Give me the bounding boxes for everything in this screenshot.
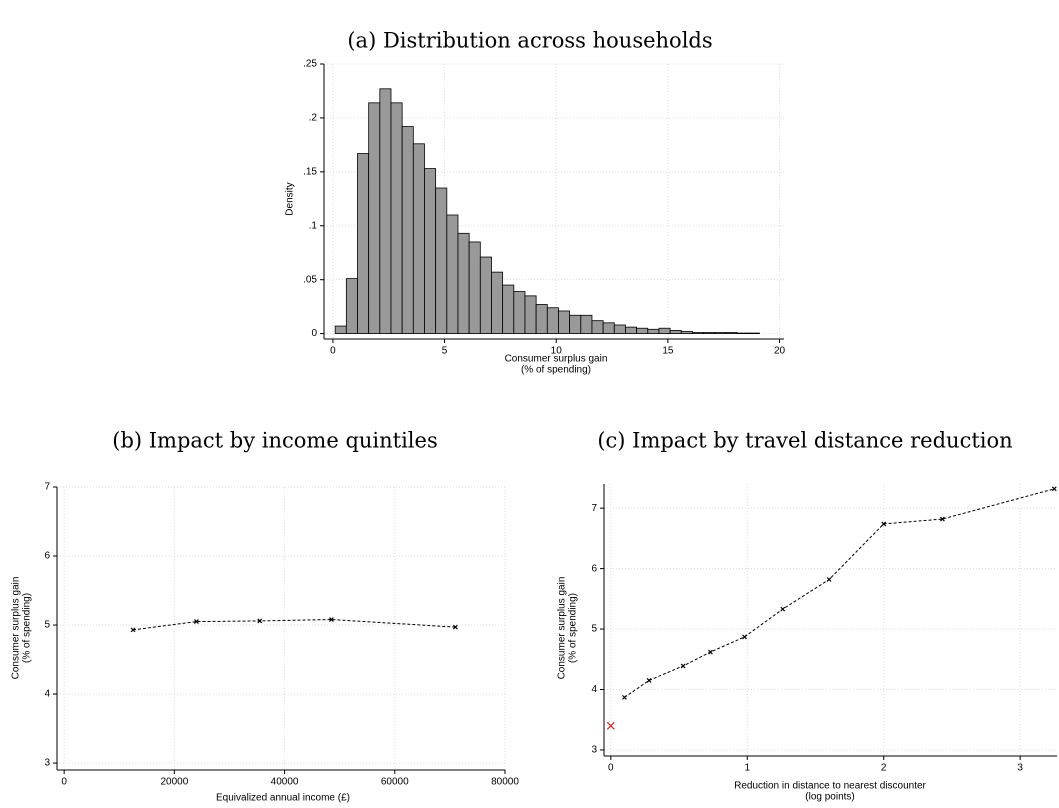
bar [747,332,760,335]
x-tick-label: 20 [774,346,786,357]
x-tick-label: 0 [330,346,336,357]
x-tick-label: 0 [61,777,67,788]
marker [646,678,652,683]
y-tick-label: 7 [591,503,597,514]
bar [546,307,559,335]
x-tick-label: 1 [744,763,750,774]
marker [130,627,136,633]
y-tick-label: .25 [303,59,317,70]
bar [580,314,593,335]
line [624,488,1055,698]
marker [742,634,747,640]
x-tick-label: 0 [608,763,614,774]
bar [435,187,448,335]
marker [328,617,334,622]
marker [680,663,686,669]
marker [708,649,713,655]
bar [524,295,537,335]
y-axis-label: Consumer surplus gain [557,577,568,680]
x-axis-label: Reduction in distance to nearest discoun… [734,781,926,792]
y-tick-label: .2 [309,113,318,124]
bar [502,284,515,335]
bar [591,320,604,335]
y-tick-label: 0 [311,328,317,339]
marker [622,694,627,700]
bar [736,332,749,335]
bar [479,256,492,335]
chart-title: (c) Impact by travel distance reduction [597,429,1012,453]
bar [680,331,693,335]
y-tick-label: .05 [303,274,317,285]
bar [647,328,660,335]
x-tick-label: 2 [881,763,887,774]
x-tick-label: 15 [662,346,674,357]
x-tick-label: 60000 [381,777,409,788]
x-tick-label: 5 [442,346,448,357]
chart-title: (a) Distribution across households [347,29,712,53]
x-axis-label: (% of spending) [521,365,591,376]
bar [412,143,425,335]
bar [513,291,526,335]
bar [401,126,414,335]
bar [468,241,481,335]
x-axis-label: Equivalized annual income (£) [216,793,350,804]
bar [569,314,582,335]
y-tick-label: 3 [591,745,597,756]
bar [334,325,347,335]
x-axis-label: (log points) [805,792,854,803]
bar [390,102,403,335]
bar [692,332,705,335]
bar [658,327,671,335]
y-tick-label: 4 [44,689,50,700]
y-tick-label: 4 [591,684,597,695]
marker [939,516,945,522]
marker [881,521,887,527]
bar [558,310,571,335]
y-tick-label: .15 [303,166,317,177]
y-tick-label: 6 [44,551,50,562]
y-tick-label: 7 [44,482,50,493]
bar [379,88,392,335]
x-tick-label: 10 [551,346,563,357]
bar [725,332,738,335]
bar [457,232,470,335]
bar [446,214,459,335]
y-tick-label: 5 [591,624,597,635]
bar [703,332,716,335]
x-tick-label: 20000 [160,777,188,788]
marker [193,619,199,625]
x-tick-label: 3 [1017,763,1023,774]
marker [452,624,458,630]
bar [669,329,682,335]
y-tick-label: 6 [591,563,597,574]
bar [625,326,638,335]
y-axis-label: Consumer surplus gain [11,577,22,680]
bar [491,271,504,335]
bar [602,322,615,335]
marker [1051,486,1057,492]
bar [345,278,358,335]
y-tick-label: 3 [44,758,50,769]
x-tick-label: 80000 [491,777,519,788]
y-tick-label: .1 [309,220,318,231]
chart-title: (b) Impact by income quintiles [112,429,437,453]
bar [535,304,548,335]
y-axis-label: (% of spending) [22,593,33,663]
y-tick-label: 5 [44,620,50,631]
bar [424,168,437,335]
bar [613,324,626,335]
marker [826,577,832,582]
marker [606,721,615,730]
bar [368,102,381,335]
bar [636,327,649,335]
bar [357,153,370,335]
x-axis-label: Consumer surplus gain [505,354,608,365]
marker [780,606,786,612]
marker [257,618,263,624]
bar [714,332,727,335]
x-tick-label: 40000 [271,777,299,788]
y-axis-label: (% of spending) [568,593,579,663]
y-axis-label: Density [285,182,296,215]
